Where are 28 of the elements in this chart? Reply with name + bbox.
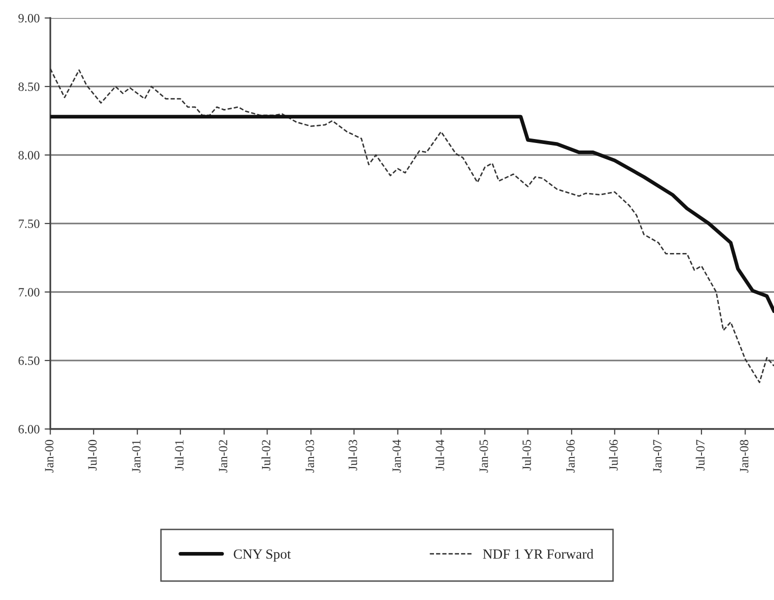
x-tick-label: Jul-02 <box>262 440 270 470</box>
x-tick-label: Jul-07 <box>696 440 705 470</box>
x-tick-label: Jan-01 <box>132 440 140 472</box>
x-tick-label: Jan-04 <box>392 440 401 472</box>
y-tick-label: 6.00 <box>18 425 40 434</box>
legend-label: NDF 1 YR Forward <box>483 549 594 559</box>
x-tick-label: Jan-07 <box>653 440 662 472</box>
y-tick-label: 7.50 <box>18 220 40 228</box>
x-tick-label: Jul-03 <box>348 440 358 470</box>
y-tick-label: 9.00 <box>18 14 40 23</box>
x-tick-label: Jul-01 <box>174 440 184 470</box>
line-series <box>50 114 774 313</box>
x-tick-label: Jul-04 <box>435 440 444 470</box>
y-tick-label: 8.00 <box>18 151 40 160</box>
y-tick-label: 8.50 <box>18 82 40 92</box>
x-tick-label: Jan-08 <box>740 440 748 472</box>
x-tick-label: Jan-03 <box>306 440 314 472</box>
line-series <box>50 68 774 384</box>
x-tick-label: Jul-06 <box>608 440 618 470</box>
legend-label: CNY Spot <box>234 549 291 562</box>
y-tick-label: 7.00 <box>18 288 40 297</box>
x-tick-label: Jul-05 <box>522 440 531 470</box>
x-tick-label: Jan-05 <box>480 440 488 472</box>
x-tick-label: Jul-00 <box>88 440 97 470</box>
x-tick-label: Jan-06 <box>566 440 575 472</box>
x-tick-label: Jan-02 <box>218 440 228 472</box>
y-tick-label: 6.50 <box>18 356 40 366</box>
x-tick-label: Jan-00 <box>45 440 54 472</box>
